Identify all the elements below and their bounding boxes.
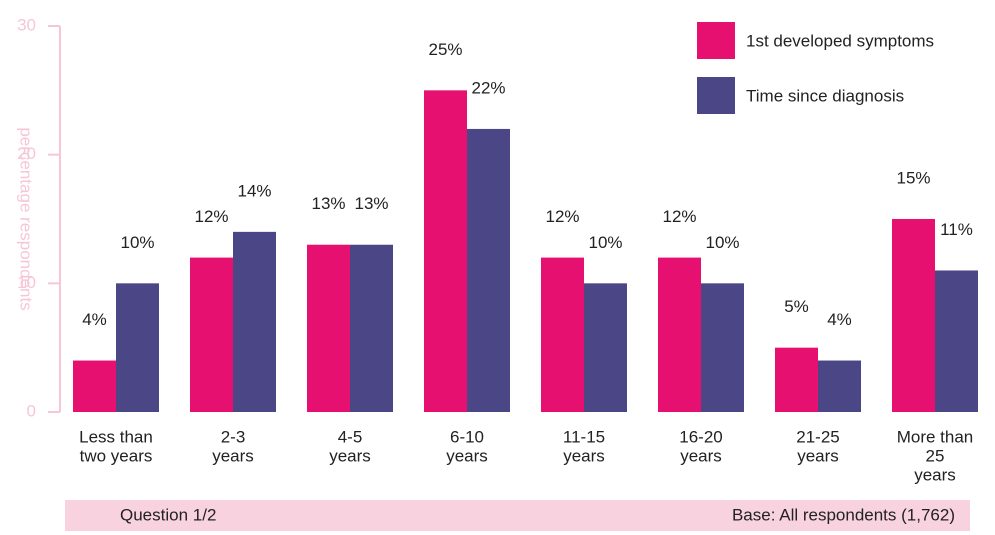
value-label: 14% <box>237 181 271 200</box>
value-label: 12% <box>194 207 228 226</box>
x-tick-label: 21-25 <box>796 427 839 446</box>
footer-band <box>65 500 970 531</box>
bar <box>935 270 978 412</box>
value-label: 4% <box>82 310 107 329</box>
legend-label: Time since diagnosis <box>746 86 904 105</box>
x-tick-label: 6-10 <box>450 427 484 446</box>
bar <box>190 257 233 412</box>
value-label: 11% <box>940 220 973 239</box>
x-tick-label: years <box>446 446 488 465</box>
y-tick-label: 0 <box>27 401 36 420</box>
bar <box>307 244 350 412</box>
x-tick-label: years <box>212 446 254 465</box>
legend-swatch <box>697 22 735 59</box>
x-tick-label: Less than <box>79 427 153 446</box>
value-label: 13% <box>354 194 388 213</box>
x-tick-label: years <box>680 446 722 465</box>
x-tick-label: two years <box>80 446 153 465</box>
bar <box>73 360 116 412</box>
x-tick-label: 4-5 <box>338 427 363 446</box>
bar <box>116 283 159 412</box>
y-tick-label: 30 <box>17 15 36 34</box>
value-label: 13% <box>311 194 345 213</box>
bar <box>658 257 701 412</box>
value-label: 10% <box>120 233 154 252</box>
value-label: 15% <box>896 168 930 187</box>
y-tick-label: 10 <box>17 273 36 292</box>
value-label: 22% <box>471 78 505 97</box>
x-tick-label: More than <box>897 427 974 446</box>
bar <box>467 128 510 412</box>
footer-left: Question 1/2 <box>120 505 216 524</box>
value-label: 4% <box>827 310 852 329</box>
bar <box>775 347 818 412</box>
x-tick-label: 11-15 <box>563 427 605 446</box>
x-tick-label: 2-3 <box>221 427 246 446</box>
value-label: 12% <box>545 207 579 226</box>
x-tick-label: years <box>914 465 956 484</box>
value-label: 10% <box>705 233 739 252</box>
bar <box>541 257 584 412</box>
value-label: 10% <box>588 233 622 252</box>
bar <box>424 90 467 412</box>
x-tick-label: 25 <box>926 446 945 465</box>
x-tick-label: years <box>563 446 605 465</box>
x-tick-label: 16-20 <box>679 427 722 446</box>
bar <box>701 283 744 412</box>
bar <box>350 244 393 412</box>
bar <box>892 219 935 412</box>
legend-swatch <box>697 77 735 114</box>
footer-right: Base: All respondents (1,762) <box>732 505 955 524</box>
legend-label: 1st developed symptoms <box>746 31 934 50</box>
bar <box>818 360 861 412</box>
value-label: 25% <box>428 40 462 59</box>
x-tick-label: years <box>329 446 371 465</box>
bar <box>584 283 627 412</box>
value-label: 12% <box>662 207 696 226</box>
value-label: 5% <box>784 297 809 316</box>
y-tick-label: 20 <box>17 144 36 163</box>
y-axis-label: percentage respondents <box>17 127 36 310</box>
bar <box>233 231 276 412</box>
x-tick-label: years <box>797 446 839 465</box>
